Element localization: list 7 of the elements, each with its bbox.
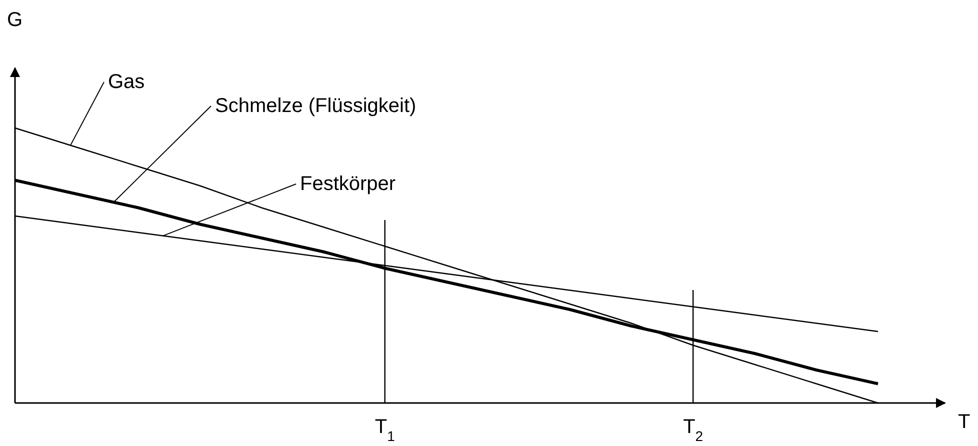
text: Schmelze (Flüssigkeit): [215, 95, 416, 117]
text: Gas: [108, 71, 145, 93]
x-tick-label: T$_{1}$: [374, 416, 396, 444]
x-tick-label: T$_{2}$: [683, 416, 704, 444]
x-axis-title: T: [958, 411, 970, 433]
y-axis-title: G: [7, 9, 23, 31]
text: Festkörper: [300, 173, 396, 195]
